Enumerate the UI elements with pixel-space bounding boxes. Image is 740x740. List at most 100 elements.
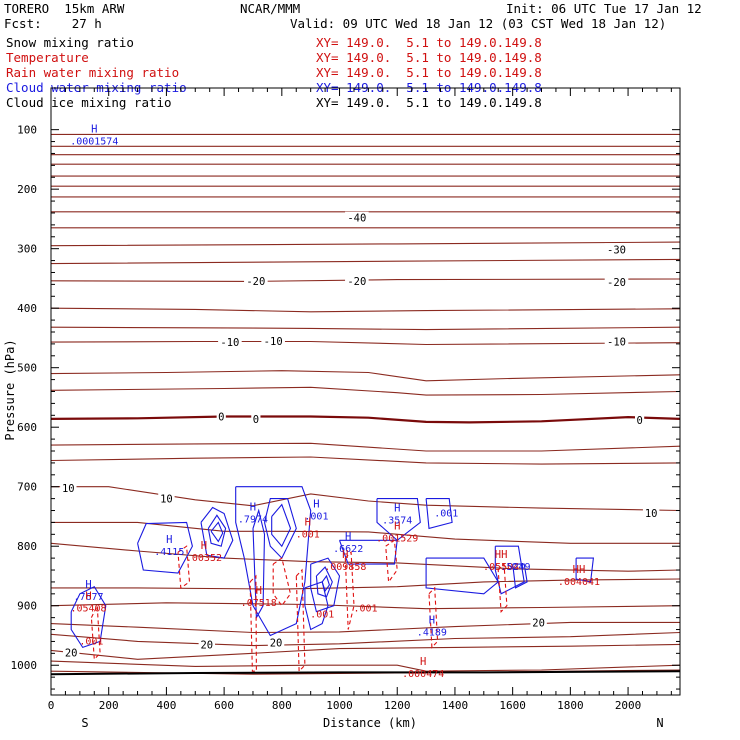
cloud-water-contour xyxy=(315,566,333,598)
high-marker: H xyxy=(305,516,311,528)
value-label: .009858 xyxy=(324,562,366,573)
temperature-label-bg xyxy=(216,410,226,422)
value-label: .6622 xyxy=(333,544,363,555)
cloud-water-contour xyxy=(376,498,421,542)
y-tick-label: 600 xyxy=(17,421,37,434)
value-label: .001529 xyxy=(376,534,418,545)
value-label: .001 xyxy=(353,604,377,615)
cloud-water-contour xyxy=(137,521,193,574)
temperature-isotherm xyxy=(50,660,681,672)
temperature-label: 20 xyxy=(65,648,78,660)
temperature-label-bg xyxy=(251,412,261,424)
value-label: .004041 xyxy=(558,577,600,588)
temperature-isotherm xyxy=(50,669,681,675)
y-tick-label: 700 xyxy=(17,481,37,494)
cloud-water-contour xyxy=(200,506,234,559)
value-label: .05408 xyxy=(70,604,106,615)
value-label: .001 xyxy=(434,509,458,520)
temperature-label: 20 xyxy=(532,617,545,629)
y-axis-label: Pressure (hPa) xyxy=(3,339,17,440)
cloud-water-contour xyxy=(207,514,227,547)
temperature-label-bg xyxy=(345,211,369,223)
temperature-label-bg xyxy=(261,334,285,346)
model-title: TORERO 15km ARW xyxy=(4,1,125,16)
temperature-label-bg xyxy=(62,646,80,658)
legend-label-temperature: Temperature xyxy=(6,50,89,65)
value-label: .4189 xyxy=(417,628,447,639)
organization-label: NCAR/MMM xyxy=(240,1,301,16)
legend-xy-cloud-ice: XY= 149.0. 5.1 to 149.0.149.8 xyxy=(316,95,542,110)
high-marker: HH xyxy=(573,564,586,576)
temperature-label-bg xyxy=(345,274,369,286)
x-tick-label: 0 xyxy=(48,699,55,712)
ground-line xyxy=(50,670,681,676)
temperature-isotherm xyxy=(50,258,681,265)
value-label: .4115 xyxy=(154,547,184,558)
temperature-isotherm xyxy=(51,578,681,590)
value-label: .3574 xyxy=(382,516,412,527)
temperature-label: 0 xyxy=(218,411,224,423)
temperature-contours xyxy=(50,133,681,675)
cloud-water-contour xyxy=(304,581,329,631)
cloud-water-contour xyxy=(575,557,595,583)
y-tick-label: 300 xyxy=(17,243,37,256)
rain-contour xyxy=(272,557,292,607)
temperature-label: -10 xyxy=(607,337,626,349)
x-tick-label: 1000 xyxy=(326,699,353,712)
y-tick-label: 400 xyxy=(17,302,37,315)
rain-contour xyxy=(385,539,398,584)
y-tick-label: 100 xyxy=(17,124,37,137)
high-marker: H xyxy=(313,498,319,510)
cloud-water-contours xyxy=(70,486,595,649)
legend-label-snow: Snow mixing ratio xyxy=(6,35,134,50)
temperature-label: -30 xyxy=(607,244,626,256)
legend-xy-cloud-water: XY= 149.0. 5.1 to 149.0.149.8 xyxy=(316,80,542,95)
y-tick-label: 800 xyxy=(17,540,37,553)
init-time: Init: 06 UTC Tue 17 Jan 12 xyxy=(506,1,702,16)
cloud-water-contour xyxy=(425,498,453,530)
rain-contour xyxy=(177,545,191,589)
temperature-isotherm xyxy=(50,602,681,610)
temperature-label: 10 xyxy=(62,483,75,495)
value-label: .001 xyxy=(310,610,334,621)
high-marker: H xyxy=(201,540,207,552)
cloud-water-contour xyxy=(252,508,266,620)
x-tick-label: 400 xyxy=(156,699,176,712)
high-marker: H xyxy=(342,549,348,561)
rain-contour xyxy=(295,568,306,673)
high-marker: H xyxy=(394,503,400,515)
rain-contour xyxy=(344,550,355,630)
temperature-label: 0 xyxy=(253,414,259,426)
temperature-isotherm xyxy=(50,386,681,396)
value-label: .5249 xyxy=(500,562,530,573)
temperature-label-bg xyxy=(635,414,645,426)
value-label: .001 xyxy=(304,511,328,522)
legend-xy-snow: XY= 149.0. 5.1 to 149.0.149.8 xyxy=(316,35,542,50)
temperature-label: -10 xyxy=(264,336,283,348)
rain-contour xyxy=(428,586,439,649)
high-marker: H xyxy=(85,591,91,603)
temperature-label: -10 xyxy=(220,337,239,349)
value-label: .00352 xyxy=(186,553,222,564)
temperature-isotherm xyxy=(50,456,681,465)
temperature-isotherm xyxy=(51,486,681,512)
value-label: .001 xyxy=(79,636,103,647)
high-marker: H xyxy=(91,124,97,136)
temperature-label-bg xyxy=(604,243,629,255)
x-tick-label: 1800 xyxy=(557,699,584,712)
y-tick-label: 1000 xyxy=(11,659,38,672)
x-axis-label: Distance (km) xyxy=(323,716,417,730)
value-label: .000474 xyxy=(402,669,444,680)
cloud-water-contour xyxy=(271,503,292,548)
contour-labels: -40 -30 -20 -20 -20 -10 -10 -10 0 0 0 10 10 10 20 20 20 2… xyxy=(60,124,660,680)
cloud-water-contour xyxy=(512,563,528,589)
high-marker: H xyxy=(166,534,172,546)
value-label: .0001574 xyxy=(70,137,118,148)
x-tick-label: 1200 xyxy=(384,699,411,712)
legend-label-rain: Rain water mixing ratio xyxy=(6,65,180,80)
cloud-water-contour xyxy=(425,557,499,595)
high-marker: H xyxy=(250,501,256,513)
cloud-water-contour xyxy=(235,486,312,637)
temperature-label: 20 xyxy=(200,639,213,651)
